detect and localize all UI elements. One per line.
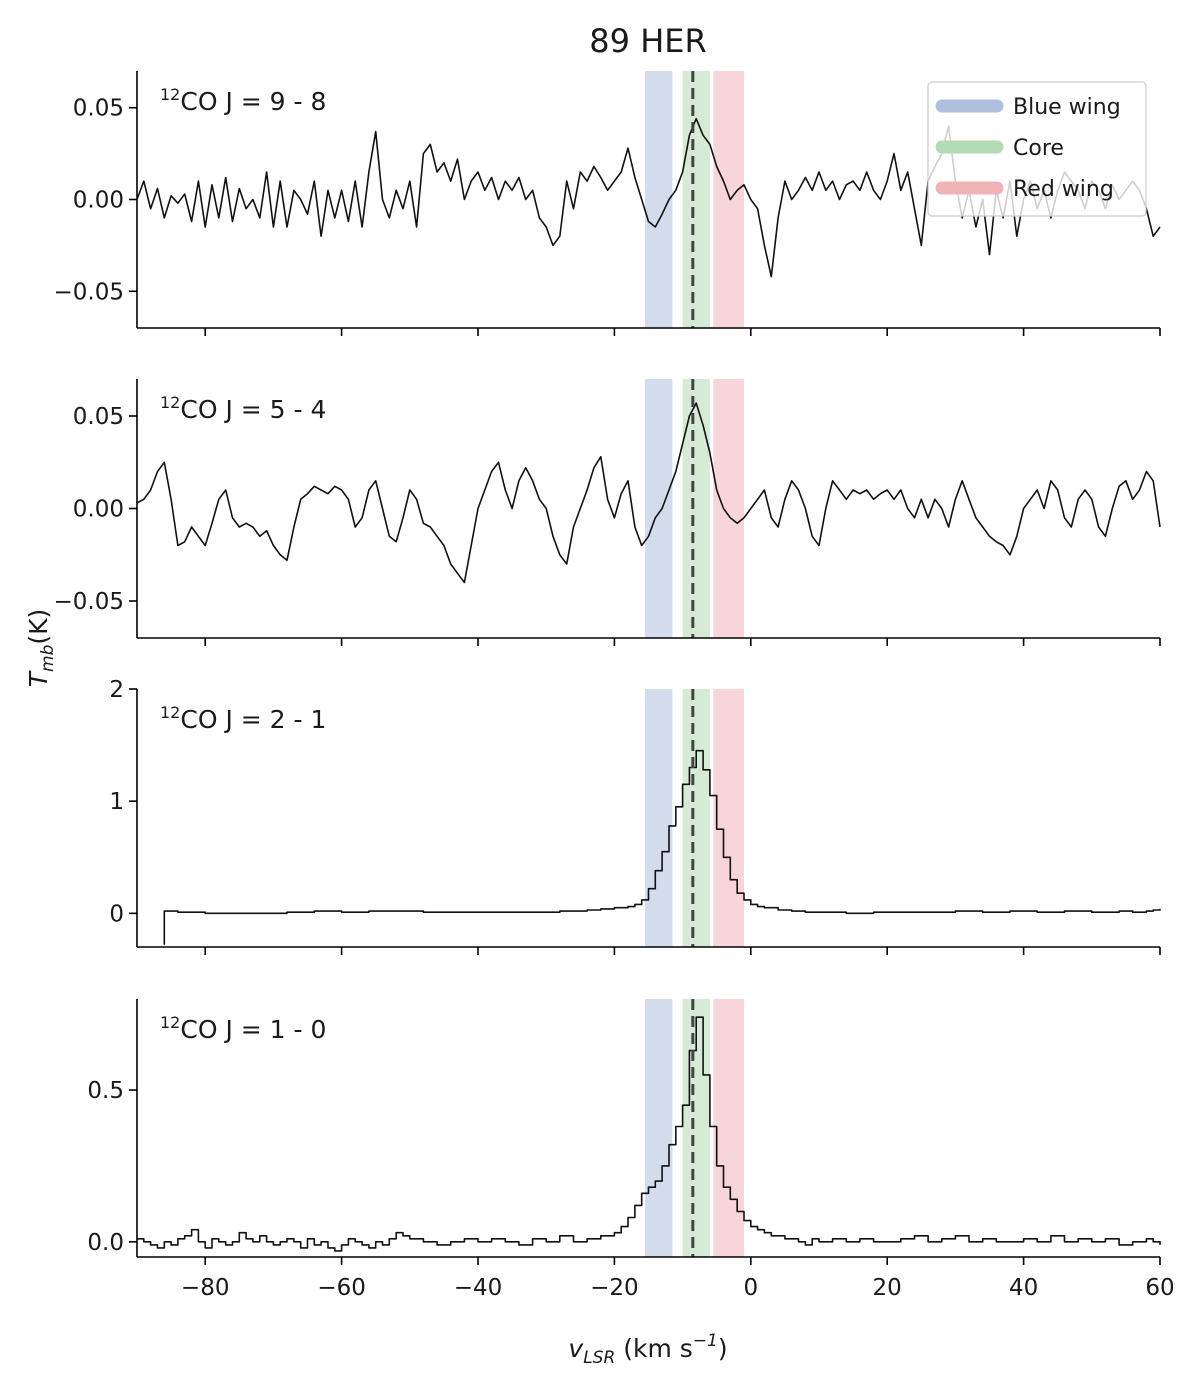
band-red-wing xyxy=(713,71,744,328)
spectrum-line xyxy=(136,402,1161,584)
y-axis-label-sub: mb xyxy=(38,645,58,672)
y-axis-label-unit: (K) xyxy=(24,609,53,645)
y-axis-label: Tmb(K) xyxy=(24,609,58,688)
x-tick-label: −40 xyxy=(454,1275,503,1301)
band-core xyxy=(682,379,710,638)
x-axis-label-symbol: v xyxy=(568,1334,584,1363)
y-tick-label: 2 xyxy=(109,677,124,703)
band-red-wing xyxy=(713,689,744,947)
panel-label: 12CO J = 9 - 8 xyxy=(160,85,326,116)
panel-label-sup: 12 xyxy=(160,85,180,104)
legend-label: Blue wing xyxy=(1013,95,1121,120)
panel-label-text: CO J = 9 - 8 xyxy=(180,87,326,116)
panel-label-sup: 12 xyxy=(160,393,180,412)
band-core xyxy=(682,689,710,947)
x-axis-label: vLSR (km s−1) xyxy=(568,1331,727,1368)
spectrum-line xyxy=(136,117,1161,278)
spectrum-line xyxy=(163,749,1161,945)
legend: Blue wing Core Red wing xyxy=(927,81,1147,217)
y-tick-label: 0.5 xyxy=(87,1078,124,1104)
panel-label-text: CO J = 2 - 1 xyxy=(180,705,326,734)
panel-label-text: CO J = 5 - 4 xyxy=(180,395,326,424)
y-tick-label: −0.05 xyxy=(54,279,124,305)
band-blue-wing xyxy=(645,379,673,638)
band-blue-wing xyxy=(645,999,673,1257)
x-tick-label: −20 xyxy=(590,1275,639,1301)
y-tick-label: 0.00 xyxy=(73,497,124,523)
y-tick-label: 0 xyxy=(109,901,124,927)
panel-co-5-4: 0.05 0.00 −0.05 12CO J = 5 - 4 xyxy=(54,379,1161,646)
x-tick-label: 60 xyxy=(1145,1275,1174,1301)
legend-label: Core xyxy=(1013,136,1064,161)
y-tick-label: 0.05 xyxy=(73,404,124,430)
y-tick-label: −0.05 xyxy=(54,589,124,615)
legend-label: Red wing xyxy=(1013,177,1114,202)
x-axis-label-unit: (km s xyxy=(615,1334,693,1363)
band-core xyxy=(682,71,710,328)
band-red-wing xyxy=(713,379,744,638)
panel-co-2-1: 2 1 0 12CO J = 2 - 1 xyxy=(109,677,1161,955)
panel-co-9-8: 0.05 0.00 −0.05 12CO J = 9 - 8 Blue wing Core… xyxy=(54,71,1161,336)
y-axis-label-symbol: T xyxy=(24,670,53,687)
x-axis-label-close: ) xyxy=(718,1334,728,1363)
spectrum-line xyxy=(137,1016,1161,1252)
band-blue-wing xyxy=(645,689,673,947)
x-tick-label: 40 xyxy=(1009,1275,1038,1301)
panel-label-sup: 12 xyxy=(160,703,180,722)
band-blue-wing xyxy=(645,71,673,328)
panel-label-sup: 12 xyxy=(160,1013,180,1032)
y-tick-label: 1 xyxy=(109,789,124,815)
y-tick-label: 0.05 xyxy=(73,96,124,122)
panel-co-1-0: −80 −60 −40 −20 0 20 40 60 0.5 0.0 12CO J = 1 - 0 xyxy=(87,999,1175,1301)
y-tick-label: 0.0 xyxy=(87,1230,124,1256)
panel-label: 12CO J = 5 - 4 xyxy=(160,393,326,424)
band-red-wing xyxy=(713,999,744,1257)
panel-label-text: CO J = 1 - 0 xyxy=(180,1015,326,1044)
x-tick-label: −80 xyxy=(181,1275,230,1301)
x-tick-label: 20 xyxy=(873,1275,902,1301)
x-tick-label: 0 xyxy=(743,1275,758,1301)
x-axis-label-sub: LSR xyxy=(583,1348,615,1368)
chart-title: 89 HER xyxy=(589,22,706,60)
x-tick-label: −60 xyxy=(317,1275,366,1301)
panel-label: 12CO J = 2 - 1 xyxy=(160,703,326,734)
y-tick-label: 0.00 xyxy=(73,188,124,214)
x-axis-label-sup: −1 xyxy=(693,1331,718,1351)
panel-label: 12CO J = 1 - 0 xyxy=(160,1013,326,1044)
